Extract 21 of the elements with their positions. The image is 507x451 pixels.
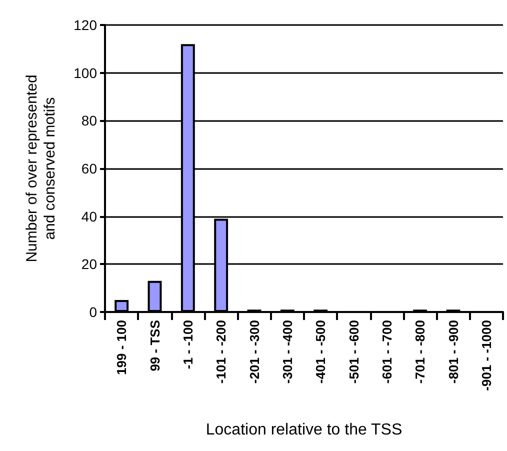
- x-tick-label: -701 - -800: [412, 320, 428, 384]
- y-tick-label: 100: [74, 64, 98, 81]
- y-tick-label: 0: [89, 304, 98, 320]
- x-tick-label: 99 - TSS: [147, 320, 162, 372]
- x-tick-label: -501 - -600: [346, 320, 362, 384]
- y-tick-label: 80: [81, 112, 98, 129]
- x-tick-label: -901 - -1000: [478, 320, 494, 391]
- x-tick-label: -301 - -400: [280, 320, 295, 384]
- y-tick-label: 20: [81, 256, 98, 272]
- x-tick-label: 199 - 100: [114, 320, 130, 375]
- x-tick-label: -801 - -900: [446, 320, 461, 384]
- x-axis-title: Location relative to the TSS: [206, 422, 402, 438]
- y-tick-label: 60: [81, 160, 98, 176]
- x-tick-label: -101 - -200: [214, 320, 229, 384]
- x-tick-label: -1 - -100: [180, 320, 196, 370]
- x-tick-label: -201 - -300: [246, 320, 262, 384]
- y-tick-label: 40: [81, 208, 98, 224]
- x-tick-label: -601 - -700: [379, 320, 394, 384]
- y-axis-title: Number of over represented and conserved motifs: [24, 74, 58, 262]
- y-tick-label: 120: [74, 17, 98, 33]
- x-tick-label: -401 - -500: [313, 320, 328, 384]
